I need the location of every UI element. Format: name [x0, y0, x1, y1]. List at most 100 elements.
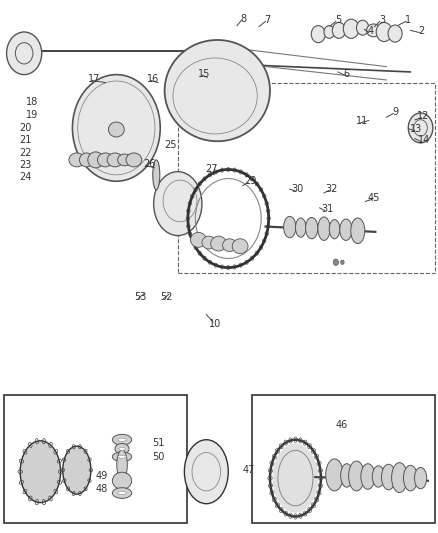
Bar — [4, 395, 186, 523]
Text: 10: 10 — [208, 319, 221, 328]
Ellipse shape — [375, 22, 391, 42]
Circle shape — [340, 260, 343, 264]
Ellipse shape — [107, 153, 123, 167]
Text: 32: 32 — [325, 184, 337, 193]
Ellipse shape — [356, 20, 368, 35]
Ellipse shape — [343, 19, 358, 38]
Circle shape — [7, 32, 42, 75]
Text: 27: 27 — [205, 165, 217, 174]
Ellipse shape — [323, 26, 334, 38]
Text: 26: 26 — [143, 159, 155, 169]
Text: 5: 5 — [334, 15, 340, 25]
Text: 20: 20 — [19, 123, 31, 133]
Ellipse shape — [88, 152, 103, 168]
Text: 8: 8 — [240, 14, 246, 23]
Ellipse shape — [69, 153, 85, 167]
Ellipse shape — [381, 464, 395, 490]
Ellipse shape — [348, 461, 364, 491]
Text: 3: 3 — [378, 15, 384, 25]
Ellipse shape — [112, 488, 131, 498]
Text: 47: 47 — [242, 465, 254, 475]
Ellipse shape — [311, 26, 325, 43]
Ellipse shape — [63, 446, 91, 494]
Ellipse shape — [222, 239, 236, 252]
Ellipse shape — [413, 467, 426, 489]
Circle shape — [407, 113, 432, 143]
Ellipse shape — [305, 217, 317, 239]
Ellipse shape — [340, 464, 352, 487]
Ellipse shape — [325, 459, 343, 491]
Circle shape — [332, 259, 338, 265]
Text: 21: 21 — [19, 135, 31, 145]
Ellipse shape — [112, 452, 131, 462]
Ellipse shape — [184, 440, 228, 504]
Text: 12: 12 — [417, 111, 429, 121]
Ellipse shape — [371, 466, 384, 487]
Text: 29: 29 — [244, 176, 256, 186]
Ellipse shape — [126, 153, 141, 167]
Text: 23: 23 — [19, 160, 31, 170]
Ellipse shape — [112, 434, 131, 445]
Ellipse shape — [201, 236, 215, 249]
Ellipse shape — [317, 217, 329, 240]
Ellipse shape — [360, 464, 374, 489]
Ellipse shape — [119, 447, 125, 450]
Text: 15: 15 — [198, 69, 210, 78]
Ellipse shape — [153, 172, 201, 236]
Text: 45: 45 — [367, 193, 379, 203]
Ellipse shape — [366, 24, 380, 37]
Ellipse shape — [387, 25, 401, 42]
Ellipse shape — [190, 232, 206, 247]
Text: 6: 6 — [343, 69, 349, 78]
Ellipse shape — [117, 438, 126, 441]
Ellipse shape — [97, 153, 113, 167]
Text: 51: 51 — [152, 439, 164, 448]
Ellipse shape — [117, 450, 127, 480]
Ellipse shape — [117, 491, 126, 495]
Text: 25: 25 — [164, 140, 176, 150]
Bar — [177, 83, 434, 273]
Text: 49: 49 — [95, 471, 108, 481]
Ellipse shape — [295, 218, 305, 237]
Ellipse shape — [108, 122, 124, 137]
Ellipse shape — [117, 455, 126, 458]
Text: 14: 14 — [417, 135, 429, 145]
Ellipse shape — [272, 443, 318, 513]
Ellipse shape — [403, 465, 417, 491]
Ellipse shape — [210, 236, 226, 251]
Ellipse shape — [391, 463, 406, 492]
Text: 50: 50 — [152, 452, 164, 462]
Text: 2: 2 — [417, 26, 424, 36]
Text: 16: 16 — [146, 74, 159, 84]
Text: 31: 31 — [320, 204, 332, 214]
Text: 52: 52 — [159, 292, 172, 302]
Text: 13: 13 — [409, 124, 421, 134]
Ellipse shape — [232, 239, 247, 254]
Ellipse shape — [112, 472, 131, 489]
Ellipse shape — [350, 218, 364, 244]
Circle shape — [72, 75, 160, 181]
Ellipse shape — [79, 153, 93, 167]
Text: 18: 18 — [25, 98, 38, 107]
Ellipse shape — [20, 441, 60, 503]
Text: 19: 19 — [25, 110, 38, 119]
Text: 1: 1 — [404, 15, 410, 25]
Text: 48: 48 — [95, 484, 108, 494]
Text: 4: 4 — [367, 26, 373, 36]
Ellipse shape — [117, 154, 131, 166]
Ellipse shape — [164, 40, 269, 141]
Ellipse shape — [152, 160, 159, 190]
Text: 24: 24 — [19, 173, 31, 182]
Ellipse shape — [283, 216, 295, 238]
Ellipse shape — [115, 443, 129, 454]
Text: 17: 17 — [88, 74, 100, 84]
Text: 7: 7 — [264, 15, 270, 25]
Ellipse shape — [332, 22, 345, 38]
Text: 46: 46 — [335, 421, 347, 430]
Text: 30: 30 — [290, 184, 303, 194]
Text: 53: 53 — [134, 292, 146, 302]
Bar — [252, 395, 434, 523]
Ellipse shape — [328, 220, 339, 239]
Text: 11: 11 — [355, 116, 367, 126]
Text: 9: 9 — [391, 107, 397, 117]
